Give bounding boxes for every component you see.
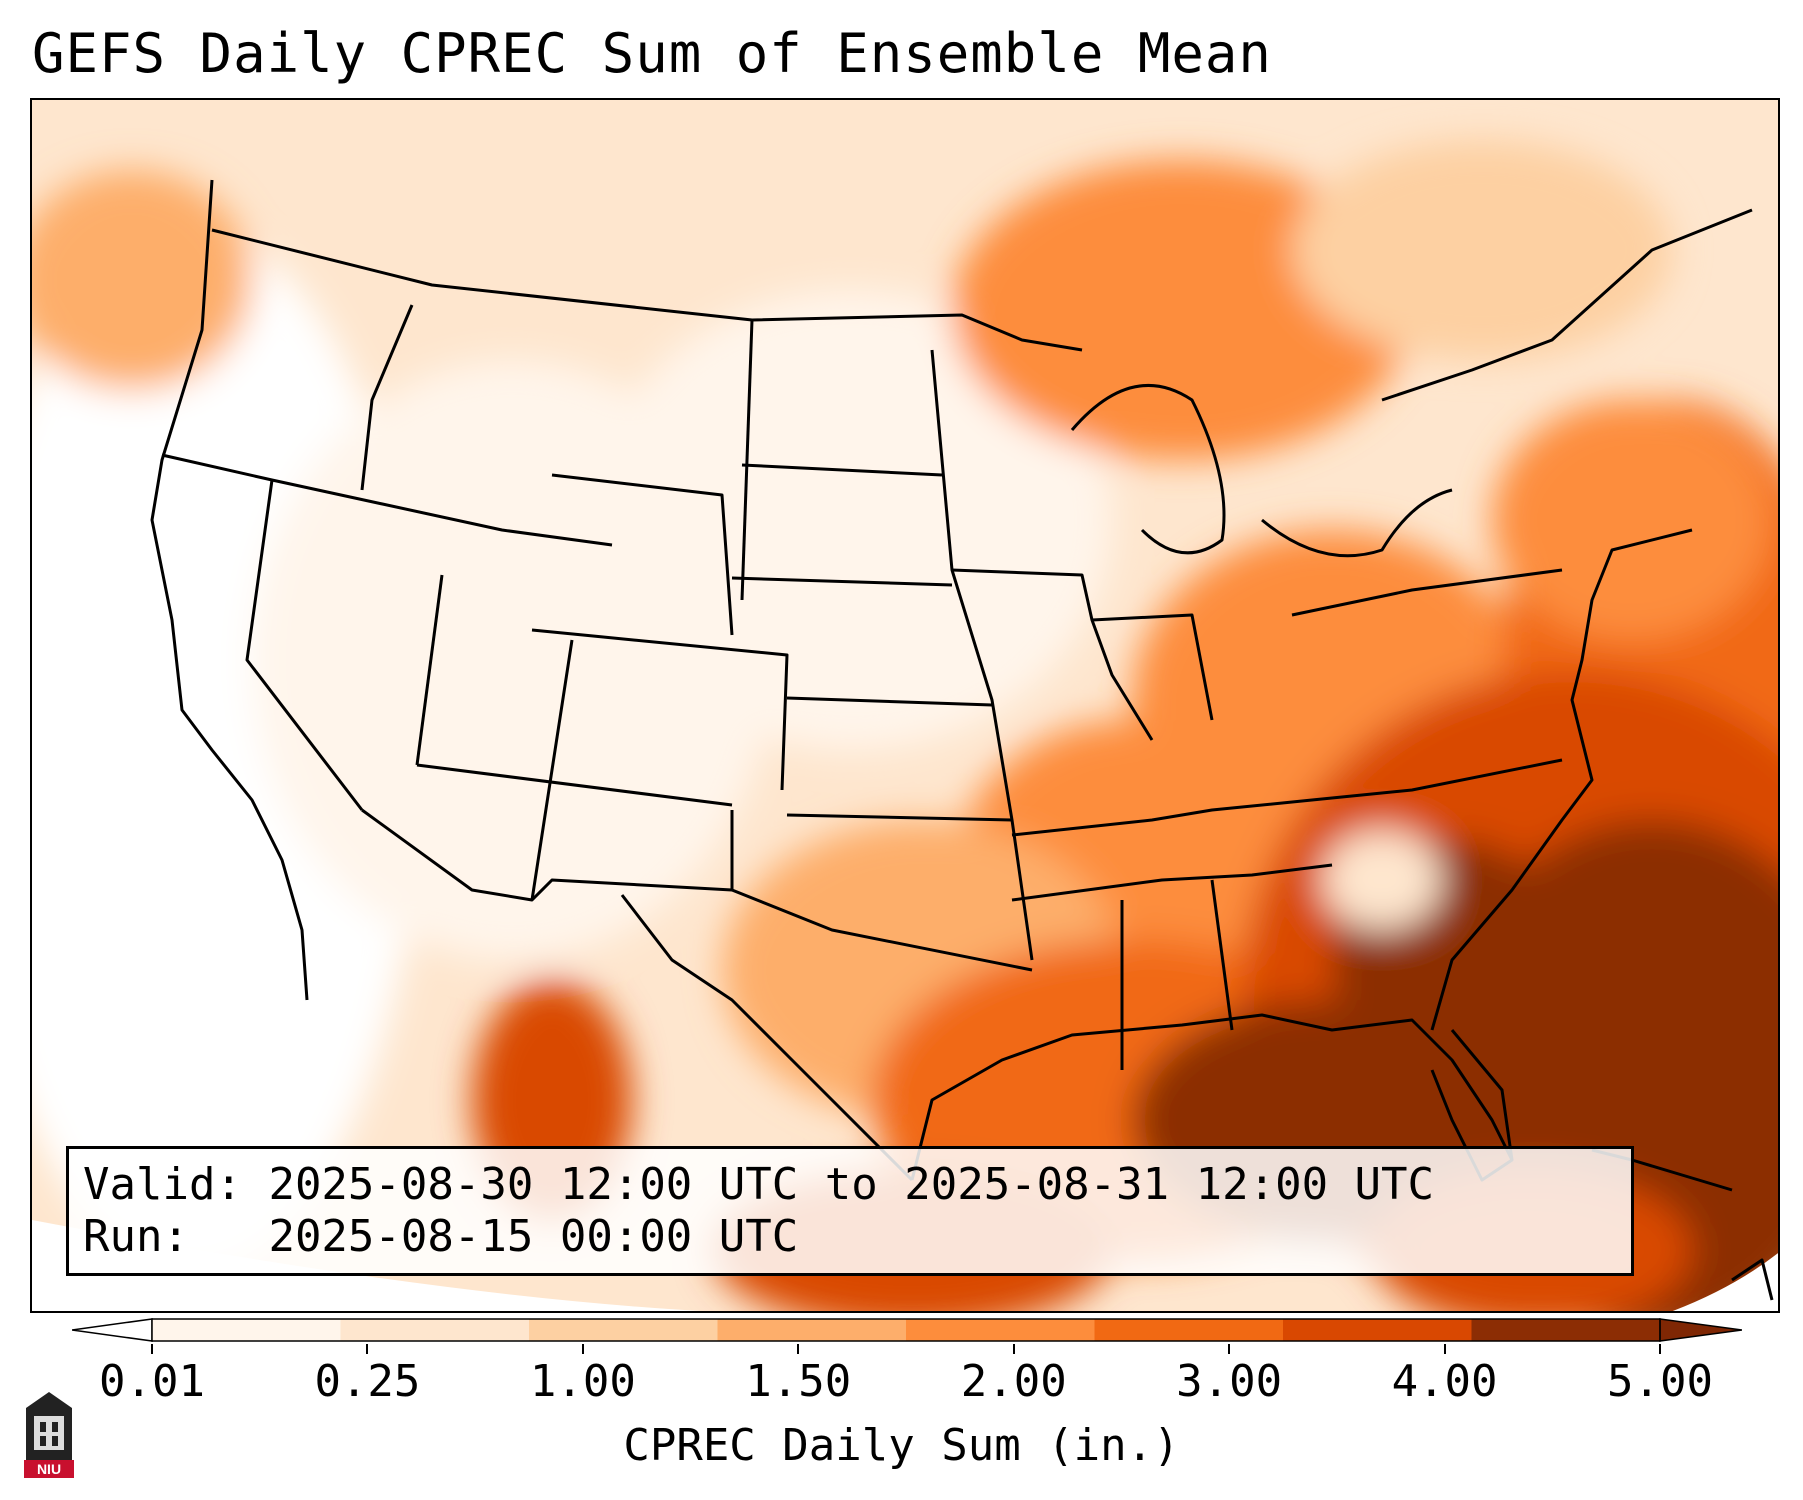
wyoming-border [551,473,734,636]
colorbar [72,1318,1742,1342]
projection-edge [1672,1253,1778,1311]
nevada-border [245,479,364,811]
texas-north [730,820,1033,972]
colorbar-tick-label: 5.00 [1607,1356,1713,1407]
utah-border [415,574,444,766]
logo-tower [34,1416,64,1450]
run-label: Run: [83,1211,189,1262]
ks-ok [786,813,1013,822]
west-coast [150,179,309,1001]
colorbar-segment [1094,1319,1284,1341]
colorbar-segment [717,1319,907,1341]
az-nm-line [416,763,733,807]
niu-logo: NIU [24,1392,74,1478]
ne-ks [786,696,993,707]
colorbar-tick-label: 2.00 [960,1356,1067,1407]
dakota-west [740,319,754,601]
colorbar-under-triangle [72,1318,153,1342]
colorbar-tick-mark [151,1344,153,1354]
valid-label: Valid: [83,1159,242,1210]
colorbar-tick-mark [1443,1344,1446,1354]
validity-info-box: Valid: 2025-08-30 12:00 UTC to 2025-08-3… [66,1146,1634,1276]
colorbar-segment [529,1319,718,1341]
plains-east [930,349,1034,961]
precip-field [32,140,1778,1311]
colorbar-tick-mark [1012,1344,1015,1354]
colorbar-tick-mark [366,1344,369,1354]
colorbar-segment [340,1319,530,1341]
run-value: 2025-08-15 00:00 UTC [268,1211,799,1262]
colorbar-tick-label: 0.25 [314,1356,421,1407]
tn-ky [1011,758,1563,837]
pa-border [1291,568,1563,617]
nd-sd [741,463,943,477]
ohio-border [1091,613,1214,721]
colorbar-tick-mark [1659,1344,1661,1354]
az-nm-border [530,639,574,901]
south-line [1011,863,1333,902]
gulf-coast [910,1013,1514,1181]
colorbar-tick-label: 4.00 [1391,1356,1498,1407]
colorbar-outline [151,1318,1661,1342]
colorbar-tick-label: 1.00 [529,1356,636,1407]
colorbar-tick-label: 1.50 [745,1356,852,1407]
lake-erie [1261,488,1453,558]
colorbar-label: CPREC Daily Sum (in.) [623,1420,1180,1471]
chart-title: GEFS Daily CPREC Sum of Ensemble Mean [32,22,1272,85]
colorbar-segment [906,1319,1095,1341]
idaho-border [360,304,414,491]
colorbar-tick-label: 3.00 [1176,1356,1283,1407]
boundaries [150,179,1774,1301]
st-lawrence [1381,208,1753,402]
precipitation-map [30,98,1780,1313]
colorbar-segment [1471,1319,1661,1341]
colorbar-segment [1283,1319,1472,1341]
al-ga [1210,879,1234,1031]
logo-text: NIU [37,1461,61,1477]
colorbar-tick-label: 0.01 [99,1356,205,1407]
state-line [161,453,613,547]
colorbar-tick-mark [581,1344,584,1354]
colorbar-segments [152,1319,1661,1341]
colorbar-over-triangle [1659,1318,1742,1342]
canada-border [211,228,1083,352]
colorbar-tick-labels: 0.01 0.25 1.00 1.50 2.00 3.00 4.00 5.00 [0,1344,1803,1416]
valid-value: 2025-08-30 12:00 UTC to 2025-08-31 12:00… [268,1159,1435,1210]
colorbar-tick-mark [797,1344,800,1354]
projection-edge [32,1220,701,1311]
great-lakes-michigan [1070,384,1226,555]
colorbar-tick-mark [1228,1344,1231,1354]
east-coast [1430,528,1693,1031]
mexico-border-rio-grande [620,894,914,1182]
colorbar-segment [152,1319,341,1341]
logo-banner [24,1460,74,1478]
sd-ne [731,576,953,587]
map-canvas [32,100,1778,1311]
colorado-border [531,628,789,791]
cuba-tip [1731,1258,1774,1301]
